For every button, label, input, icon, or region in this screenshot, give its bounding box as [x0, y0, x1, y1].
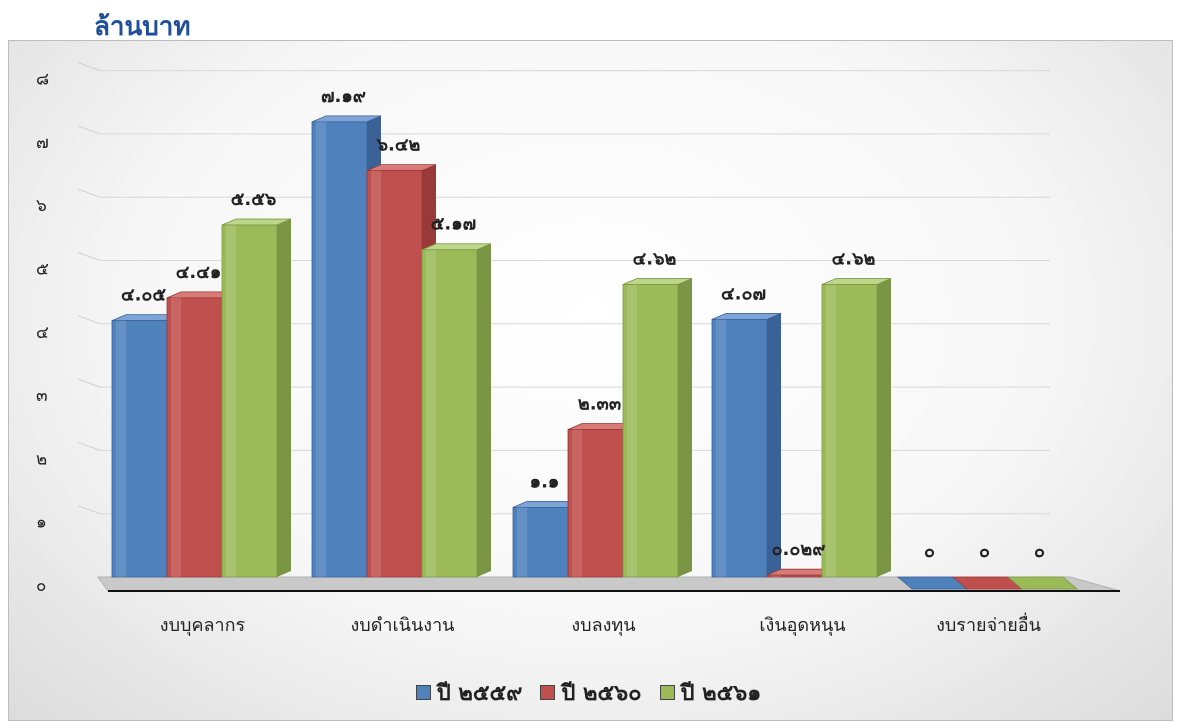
bar-highlight	[226, 225, 236, 577]
data-label: ๔.๐๕	[121, 285, 166, 306]
data-label: ๔.๔๑	[176, 262, 222, 283]
chart-floor	[97, 576, 1121, 592]
legend: ปี ๒๕๕๙ ปี ๒๕๖๐ ปี ๒๕๖๑	[0, 675, 1177, 710]
bar-highlight	[627, 284, 637, 577]
bar-highlight	[572, 429, 582, 577]
y-tick-label: ๐	[36, 576, 46, 596]
y-tick-label: ๕	[36, 260, 49, 280]
bar-highlight	[171, 297, 181, 577]
gridline-slant	[77, 125, 101, 135]
bar-front	[221, 224, 278, 578]
bar-front	[567, 429, 624, 578]
bar	[512, 500, 583, 578]
data-label: ๔.๖๒	[832, 249, 876, 270]
bar-front	[421, 249, 478, 578]
gridline-slant	[77, 252, 101, 261]
y-axis-ticks: ๐ ๑ ๒ ๓ ๔ ๕ ๖ ๗ ๘	[36, 70, 49, 596]
legend-swatch-blue	[415, 685, 431, 700]
legend-swatch-red	[540, 685, 556, 700]
bar	[221, 218, 292, 578]
data-label: ๒.๓๓	[578, 394, 621, 415]
bar-highlight	[517, 507, 527, 577]
data-label: ๕.๑๗	[431, 214, 476, 235]
bar-highlight	[371, 170, 381, 577]
data-label: ๖.๔๒	[376, 135, 421, 156]
bar-side	[277, 219, 291, 577]
bar-flat	[1006, 576, 1079, 590]
gridline-slant	[77, 188, 101, 198]
data-label: ๐	[1034, 541, 1045, 562]
bar-side	[877, 278, 891, 577]
legend-item-2560[interactable]: ปี ๒๕๖๐	[540, 675, 642, 710]
bar-highlight	[771, 575, 781, 577]
legend-label: ปี ๒๕๕๙	[436, 681, 523, 706]
bar-highlight	[116, 320, 126, 577]
unit-label: ล้านบาท	[94, 12, 191, 42]
bar-highlight	[316, 121, 326, 578]
bar-front	[821, 284, 878, 578]
gridline-slant	[77, 62, 101, 72]
data-label: ๐	[979, 541, 990, 562]
bar-front	[366, 170, 423, 578]
x-category-label: งบลงทุน	[571, 615, 635, 636]
data-label: ๔.๐๗	[721, 283, 766, 304]
bar-front	[622, 284, 679, 578]
bar	[711, 312, 782, 578]
bar	[1006, 576, 1079, 590]
x-category-label: งบดำเนินงาน	[351, 615, 455, 636]
bar-side	[767, 313, 781, 577]
bar-front	[311, 121, 368, 578]
x-category-label: งบรายจ่ายอื่น	[936, 612, 1041, 636]
gridline-slant	[77, 378, 101, 388]
y-tick-label: ๔	[36, 323, 49, 343]
bar	[821, 278, 892, 578]
legend-swatch-green	[659, 685, 675, 700]
x-axis-categories: งบบุคลากร งบดำเนินงาน งบลงทุน เงินอุดหนุน งบ…	[160, 612, 1041, 636]
bar	[421, 243, 492, 578]
data-label: ๗.๑๙	[321, 86, 366, 107]
x-category-label: เงินอุดหนุน	[759, 615, 845, 636]
y-tick-label: ๓	[36, 386, 48, 406]
bar-highlight	[716, 319, 726, 577]
y-tick-label: ๑	[36, 513, 47, 533]
x-category-label: งบบุคลากร	[160, 615, 246, 636]
data-labels: ๔.๐๕ ๔.๔๑ ๕.๕๖ ๗.๑๙๖.๔๒๕.๑๗๑.๑ ๒.๓๓ ๔.๖๒๔.๐๗๐…	[121, 86, 1045, 562]
bar-front	[111, 320, 168, 578]
data-label: ๕.๕๖	[231, 189, 277, 210]
data-label: ๐	[924, 541, 935, 562]
legend-item-2559[interactable]: ปี ๒๕๕๙	[415, 675, 523, 710]
bar	[622, 278, 693, 578]
bars	[111, 115, 1079, 590]
y-tick-label: ๘	[36, 70, 49, 90]
legend-label: ปี ๒๕๖๑	[680, 681, 762, 706]
bar-front	[166, 297, 223, 578]
legend-item-2561[interactable]: ปี ๒๕๖๑	[659, 675, 762, 710]
bar-highlight	[426, 249, 436, 577]
bar-front	[512, 506, 569, 578]
y-tick-label: ๗	[36, 133, 49, 153]
data-label: ๑.๑	[530, 471, 560, 492]
y-tick-label: ๖	[36, 196, 47, 216]
y-tick-label: ๒	[36, 449, 47, 469]
bar-side	[477, 243, 491, 577]
gridline-slant	[77, 441, 101, 451]
data-label: ๔.๖๒	[633, 249, 677, 270]
gridline-slant	[77, 505, 101, 515]
data-label: ๐.๐๒๙	[772, 539, 826, 560]
bar-side	[678, 278, 692, 577]
legend-label: ปี ๒๕๖๐	[561, 681, 642, 706]
bar-highlight	[826, 284, 836, 577]
gridline-slant	[77, 315, 101, 325]
bar-front	[711, 318, 768, 578]
